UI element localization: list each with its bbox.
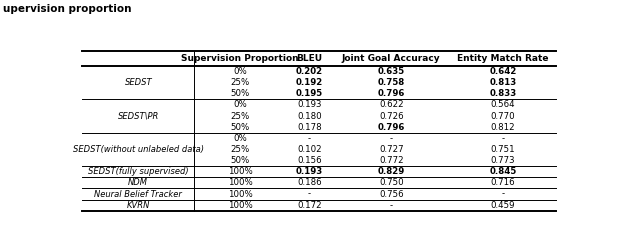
- Text: KVRN: KVRN: [127, 201, 150, 210]
- Text: 0.202: 0.202: [296, 67, 323, 76]
- Text: 0.564: 0.564: [490, 100, 515, 109]
- Text: 0.833: 0.833: [489, 89, 516, 98]
- Text: 0.180: 0.180: [297, 112, 322, 121]
- Text: 0.796: 0.796: [378, 123, 405, 132]
- Text: SEDST\PR: SEDST\PR: [118, 112, 159, 121]
- Text: 0.716: 0.716: [490, 178, 515, 187]
- Text: 50%: 50%: [230, 156, 250, 165]
- Text: -: -: [308, 189, 311, 198]
- Text: 0.726: 0.726: [379, 112, 404, 121]
- Text: -: -: [501, 134, 504, 143]
- Text: 100%: 100%: [228, 167, 252, 176]
- Text: 50%: 50%: [230, 123, 250, 132]
- Text: 100%: 100%: [228, 178, 252, 187]
- Text: 25%: 25%: [230, 145, 250, 154]
- Text: 0.622: 0.622: [379, 100, 404, 109]
- Text: 0.195: 0.195: [296, 89, 323, 98]
- Text: 0.845: 0.845: [489, 167, 516, 176]
- Text: 0%: 0%: [233, 134, 247, 143]
- Text: -: -: [390, 134, 393, 143]
- Text: 0.796: 0.796: [378, 89, 405, 98]
- Text: 0.172: 0.172: [297, 201, 322, 210]
- Text: -: -: [390, 201, 393, 210]
- Text: 100%: 100%: [228, 201, 252, 210]
- Text: SEDST(without unlabeled data): SEDST(without unlabeled data): [73, 145, 204, 154]
- Text: 0.751: 0.751: [490, 145, 515, 154]
- Text: 0.156: 0.156: [297, 156, 322, 165]
- Text: -: -: [501, 189, 504, 198]
- Text: Neural Belief Tracker: Neural Belief Tracker: [94, 189, 182, 198]
- Text: 0.186: 0.186: [297, 178, 322, 187]
- Text: 0.772: 0.772: [379, 156, 404, 165]
- Text: 25%: 25%: [230, 78, 250, 87]
- Text: SEDST: SEDST: [124, 78, 152, 87]
- Text: 0.192: 0.192: [296, 78, 323, 87]
- Text: 0.812: 0.812: [490, 123, 515, 132]
- Text: 0%: 0%: [233, 100, 247, 109]
- Text: -: -: [308, 134, 311, 143]
- Text: 0.813: 0.813: [489, 78, 516, 87]
- Text: 50%: 50%: [230, 89, 250, 98]
- Text: 0.770: 0.770: [490, 112, 515, 121]
- Text: BLEU: BLEU: [296, 54, 323, 63]
- Text: Supervision Proportion: Supervision Proportion: [181, 54, 299, 63]
- Text: 0.178: 0.178: [297, 123, 322, 132]
- Text: 0.635: 0.635: [378, 67, 405, 76]
- Text: 100%: 100%: [228, 189, 252, 198]
- Text: 0.773: 0.773: [490, 156, 515, 165]
- Text: Joint Goal Accuracy: Joint Goal Accuracy: [342, 54, 440, 63]
- Text: 0.750: 0.750: [379, 178, 404, 187]
- Text: 0.758: 0.758: [378, 78, 405, 87]
- Text: 0.756: 0.756: [379, 189, 404, 198]
- Text: Entity Match Rate: Entity Match Rate: [457, 54, 548, 63]
- Text: 0.193: 0.193: [297, 100, 322, 109]
- Text: 0.642: 0.642: [489, 67, 516, 76]
- Text: 25%: 25%: [230, 112, 250, 121]
- Text: 0.459: 0.459: [491, 201, 515, 210]
- Text: 0.102: 0.102: [297, 145, 322, 154]
- Text: 0.193: 0.193: [296, 167, 323, 176]
- Text: NDM: NDM: [128, 178, 148, 187]
- Text: 0%: 0%: [233, 67, 247, 76]
- Text: 0.727: 0.727: [379, 145, 404, 154]
- Text: 0.829: 0.829: [378, 167, 405, 176]
- Text: SEDST(fully supervised): SEDST(fully supervised): [88, 167, 189, 176]
- Text: upervision proportion: upervision proportion: [3, 4, 132, 14]
